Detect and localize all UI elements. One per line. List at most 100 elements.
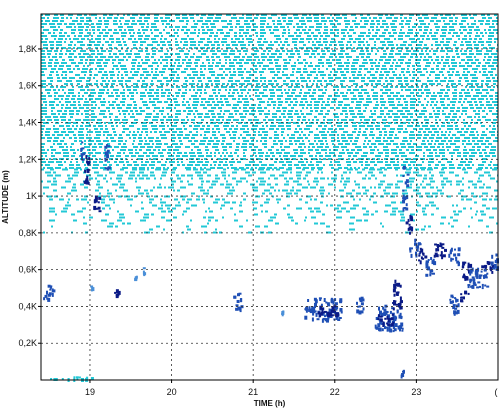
echo-speckle	[390, 92, 394, 94]
echo-speckle	[296, 207, 302, 210]
echo-cell	[392, 307, 395, 311]
echo-speckle	[376, 101, 378, 103]
echo-speckle	[206, 128, 210, 130]
echo-speckle	[80, 143, 82, 145]
echo-speckle	[170, 77, 174, 79]
echo-cell	[451, 296, 454, 299]
echo-speckle	[457, 167, 461, 169]
echo-speckle	[300, 149, 304, 151]
echo-speckle	[490, 177, 495, 180]
echo-speckle	[308, 65, 313, 67]
echo-speckle	[441, 47, 443, 49]
echo-speckle	[496, 110, 498, 112]
echo-speckle	[369, 146, 372, 148]
echo-speckle	[446, 38, 452, 40]
echo-speckle	[296, 71, 301, 73]
echo-speckle	[101, 201, 105, 204]
echo-cell	[460, 299, 463, 303]
echo-speckle	[72, 174, 78, 177]
echo-speckle	[293, 98, 297, 100]
echo-cell	[405, 196, 408, 199]
echo-speckle	[351, 101, 354, 103]
echo-speckle	[209, 186, 213, 189]
echo-speckle	[452, 23, 457, 25]
echo-speckle	[411, 47, 413, 49]
echo-speckle	[442, 122, 445, 124]
echo-speckle	[88, 140, 94, 142]
echo-speckle	[435, 116, 439, 118]
echo-speckle	[49, 23, 55, 25]
echo-speckle	[251, 86, 253, 88]
echo-speckle	[97, 41, 101, 43]
echo-speckle	[358, 131, 361, 133]
echo-speckle	[228, 174, 230, 177]
echo-speckle	[346, 92, 348, 94]
echo-speckle	[343, 98, 349, 100]
echo-speckle	[218, 152, 220, 154]
echo-speckle	[436, 101, 438, 103]
echo-speckle	[469, 50, 472, 52]
echo-speckle	[106, 137, 108, 139]
echo-speckle	[284, 41, 288, 43]
echo-cell	[418, 252, 421, 256]
echo-cell	[422, 252, 424, 255]
echo-speckle	[198, 32, 200, 34]
echo-cell	[387, 323, 391, 327]
echo-speckle	[91, 14, 97, 16]
echo-speckle	[217, 167, 223, 169]
echo-speckle	[421, 86, 423, 88]
echo-speckle	[141, 131, 143, 133]
echo-speckle	[384, 210, 388, 213]
echo-speckle	[287, 44, 290, 46]
echo-speckle	[43, 231, 45, 234]
echo-cell	[449, 251, 452, 255]
echo-speckle	[353, 95, 356, 97]
echo-speckle	[137, 128, 140, 130]
echo-speckle	[305, 101, 308, 103]
echo-speckle	[328, 65, 332, 67]
echo-speckle	[205, 161, 209, 163]
echo-speckle	[360, 32, 366, 34]
echo-speckle	[283, 207, 286, 210]
echo-speckle	[393, 59, 396, 61]
echo-speckle	[469, 86, 475, 88]
y-tick-label: 1,8K	[18, 44, 37, 54]
echo-cell	[392, 321, 395, 324]
echo-speckle	[396, 77, 402, 79]
echo-speckle	[481, 95, 487, 97]
echo-speckle	[217, 29, 223, 31]
echo-speckle	[368, 177, 371, 180]
echo-speckle	[400, 17, 402, 19]
echo-cell	[379, 320, 383, 325]
echo-speckle	[347, 59, 349, 61]
echo-speckle	[188, 110, 193, 112]
echo-speckle	[103, 116, 107, 118]
echo-speckle	[138, 155, 144, 157]
echo-speckle	[260, 180, 266, 183]
echo-speckle	[451, 155, 453, 157]
echo-speckle	[312, 119, 314, 121]
echo-speckle	[402, 107, 408, 109]
echo-speckle	[402, 116, 408, 118]
echo-speckle	[385, 80, 388, 82]
echo-speckle	[83, 119, 89, 121]
echo-speckle	[400, 29, 402, 31]
echo-speckle	[442, 167, 447, 169]
echo-speckle	[476, 131, 478, 133]
echo-speckle	[222, 83, 225, 85]
echo-speckle	[324, 125, 327, 127]
echo-cell	[322, 307, 325, 310]
echo-speckle	[108, 44, 112, 46]
echo-speckle	[91, 89, 95, 91]
echo-speckle	[441, 140, 446, 142]
echo-speckle	[352, 74, 355, 76]
echo-speckle	[154, 14, 159, 16]
echo-speckle	[405, 47, 409, 49]
echo-speckle	[179, 50, 184, 52]
echo-speckle	[398, 38, 403, 40]
echo-speckle	[398, 131, 401, 133]
echo-speckle	[447, 149, 449, 151]
echo-speckle	[285, 92, 289, 94]
echo-speckle	[380, 167, 385, 169]
echo-speckle	[214, 35, 218, 37]
